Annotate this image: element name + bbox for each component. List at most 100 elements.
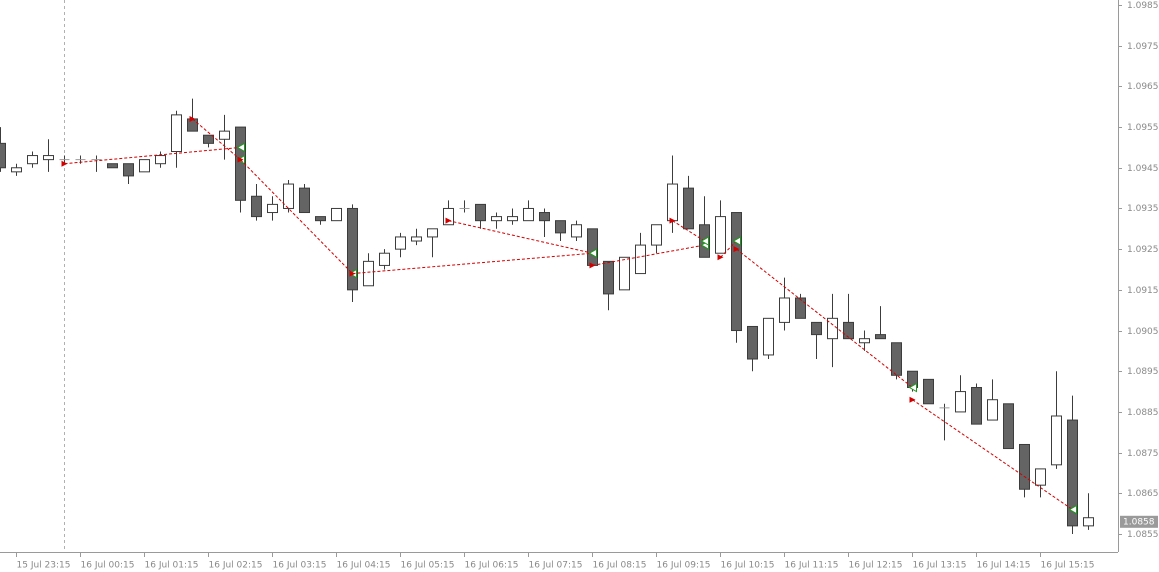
x-tick-label: 16 Jul 01:15 — [145, 561, 199, 571]
trade-line — [912, 399, 1073, 510]
candle-body — [1067, 419, 1078, 527]
candle-body — [635, 244, 646, 275]
candle-body — [427, 228, 438, 238]
candle-body — [1003, 403, 1014, 450]
candle-body — [475, 203, 486, 222]
trade-line — [672, 220, 705, 242]
candle-body — [987, 399, 998, 421]
candle-body — [619, 256, 630, 291]
candle-body — [491, 216, 502, 222]
candle-body — [891, 342, 902, 376]
candle-body — [43, 155, 54, 161]
trade-line — [192, 118, 241, 161]
candle-body — [763, 317, 774, 356]
candle-body — [155, 155, 166, 165]
x-tick-label: 16 Jul 08:15 — [593, 561, 647, 571]
candle-body — [267, 203, 278, 214]
last-price-box — [1120, 515, 1158, 528]
candle-body — [171, 114, 182, 152]
candle-body — [363, 260, 374, 287]
candle-body — [395, 236, 406, 250]
trade-line — [64, 146, 241, 165]
trade-entry — [733, 246, 740, 253]
x-tick-label: 16 Jul 00:15 — [81, 561, 135, 571]
candle-body — [251, 195, 262, 218]
x-tick-label: 16 Jul 02:15 — [209, 561, 263, 571]
x-tick-label: 16 Jul 13:15 — [913, 561, 967, 571]
x-tick-label: 16 Jul 03:15 — [273, 561, 327, 571]
trade-exit — [700, 236, 709, 246]
y-tick-label: 1.0965 — [1127, 82, 1159, 92]
candle-body — [971, 387, 982, 425]
last-price-label: 1.0858 — [1123, 517, 1155, 527]
candle-body — [651, 224, 662, 246]
y-tick-label: 1.0855 — [1127, 530, 1159, 540]
candle-body — [1019, 443, 1030, 490]
x-tick-label: 15 Jul 23:15 — [17, 561, 71, 571]
trade-entry — [717, 254, 724, 261]
candle-body — [747, 325, 758, 360]
candle-body — [843, 321, 854, 340]
candle-body — [187, 118, 198, 132]
y-tick-label: 1.0955 — [1127, 123, 1159, 133]
trade-line — [736, 248, 913, 388]
candle-body — [331, 207, 342, 222]
candle-body — [283, 183, 294, 209]
candle-body — [955, 391, 966, 413]
candle-body — [811, 321, 822, 336]
candle-body — [715, 216, 726, 254]
trade-exit — [236, 142, 245, 153]
y-tick-label: 1.0975 — [1127, 42, 1159, 52]
candle-body — [0, 142, 6, 169]
candle-body — [1035, 468, 1046, 486]
trade-entry — [61, 160, 68, 167]
trade-exit — [732, 236, 741, 246]
candle-body — [27, 155, 38, 165]
candle-body — [859, 338, 870, 344]
y-tick-label: 1.0935 — [1127, 204, 1159, 214]
x-tick-label: 16 Jul 05:15 — [401, 561, 455, 571]
x-tick-label: 16 Jul 04:15 — [337, 561, 391, 571]
candle-body — [683, 187, 694, 230]
candle-body — [587, 228, 598, 266]
y-tick-label: 1.0945 — [1127, 164, 1159, 174]
trade-exit — [1068, 504, 1077, 515]
y-tick-label: 1.0905 — [1127, 327, 1159, 337]
trade-line — [240, 159, 353, 274]
candle-body — [603, 260, 614, 295]
candle-body — [507, 216, 518, 222]
y-tick-label: 1.0915 — [1127, 286, 1159, 296]
candle-body — [347, 207, 358, 291]
x-tick-label: 16 Jul 15:15 — [1041, 561, 1095, 571]
candle-body — [219, 130, 230, 140]
candle-body — [539, 212, 550, 222]
candle-body — [123, 163, 134, 177]
candle-body — [139, 159, 150, 173]
candle-body — [11, 167, 22, 173]
trade-line — [720, 240, 737, 258]
x-tick-label: 16 Jul 06:15 — [465, 561, 519, 571]
x-tick-label: 16 Jul 07:15 — [529, 561, 583, 571]
x-tick-label: 16 Jul 11:15 — [785, 561, 839, 571]
y-tick-label: 1.0985 — [1127, 1, 1159, 11]
candle-body — [571, 224, 582, 238]
trade-entry — [445, 217, 452, 224]
trade-entry — [349, 270, 356, 277]
candle-body — [315, 216, 326, 222]
trade-entry — [237, 156, 244, 163]
candle-body — [107, 163, 118, 169]
candle-body — [1083, 517, 1094, 527]
candle-body — [203, 134, 214, 144]
x-tick-label: 16 Jul 09:15 — [657, 561, 711, 571]
x-tick-label: 16 Jul 10:15 — [721, 561, 775, 571]
trade-entry — [909, 396, 916, 403]
candle-body — [235, 126, 246, 201]
candle-body — [875, 334, 886, 340]
candle-body — [923, 378, 934, 405]
trade-exit — [588, 248, 597, 259]
y-tick-label: 1.0885 — [1127, 408, 1159, 418]
x-tick-label: 16 Jul 12:15 — [849, 561, 903, 571]
trade-line — [592, 244, 705, 266]
